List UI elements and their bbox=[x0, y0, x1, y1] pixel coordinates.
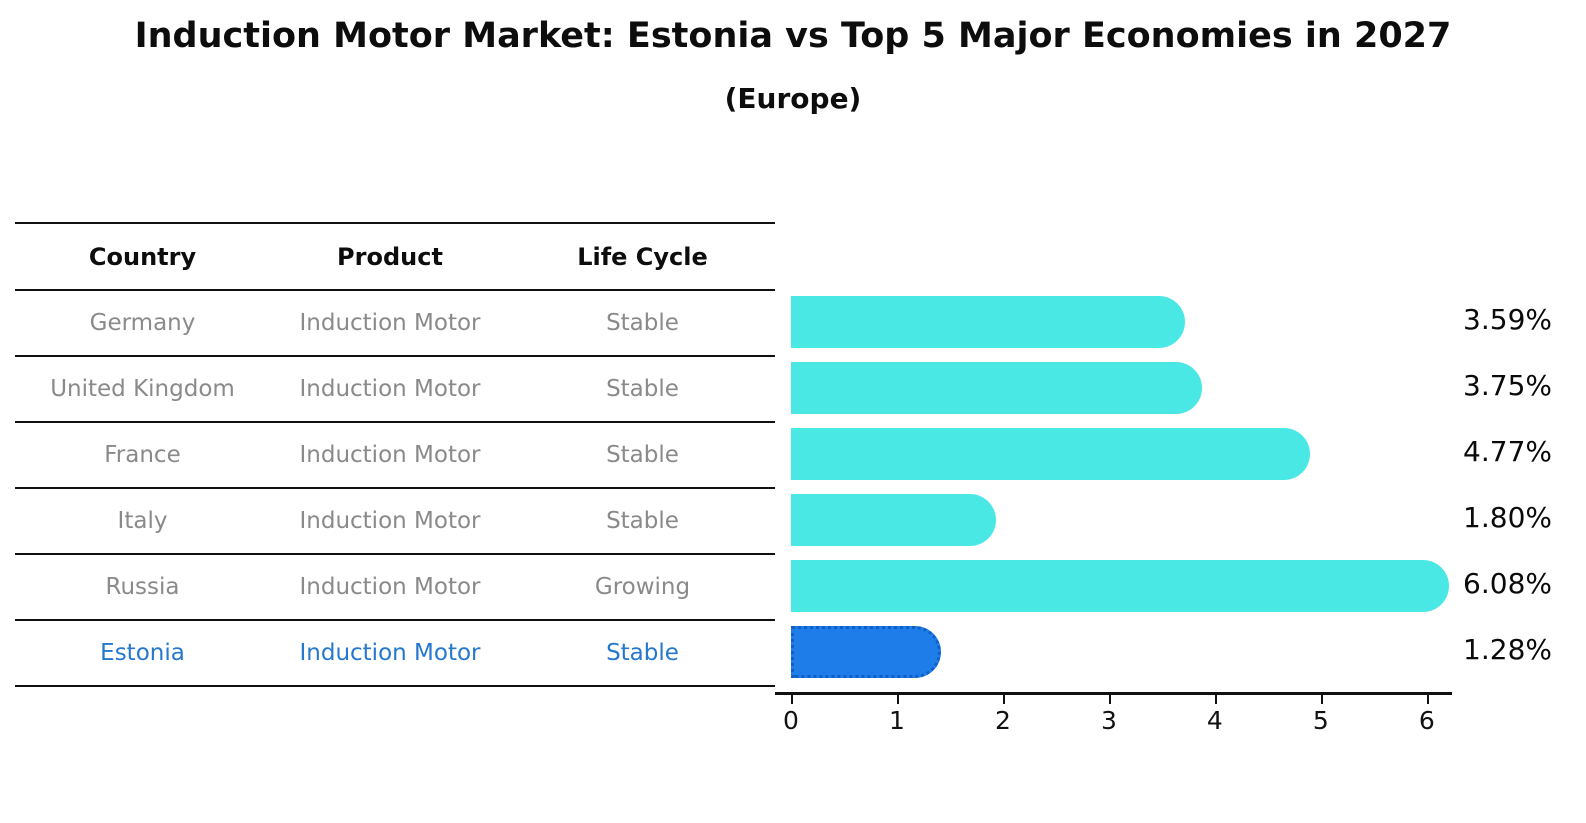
x-tick-label: 4 bbox=[1206, 706, 1223, 735]
header-life-cycle: Life Cycle bbox=[577, 242, 708, 271]
bar-france bbox=[791, 428, 1311, 480]
cell-country: United Kingdom bbox=[50, 376, 235, 402]
cell-life-cycle: Stable bbox=[606, 508, 679, 534]
x-tick-label: 3 bbox=[1100, 706, 1117, 735]
cell-country: Russia bbox=[105, 574, 180, 600]
table-rows: Germany Induction Motor Stable United Ki… bbox=[15, 291, 775, 687]
x-tick-mark bbox=[1214, 695, 1217, 704]
value-label: 4.77% bbox=[1463, 435, 1552, 468]
x-tick-label: 5 bbox=[1312, 706, 1329, 735]
cell-country: Italy bbox=[117, 508, 168, 534]
value-label: 3.59% bbox=[1463, 303, 1552, 336]
bar-united-kingdom bbox=[791, 362, 1203, 414]
cell-product: Induction Motor bbox=[299, 640, 481, 666]
x-tick-mark bbox=[1320, 695, 1323, 704]
cell-country: Estonia bbox=[100, 640, 185, 666]
table-row: United Kingdom Induction Motor Stable bbox=[15, 357, 775, 423]
x-axis-line bbox=[775, 692, 1452, 695]
table-row: Estonia Induction Motor Stable bbox=[15, 621, 775, 687]
x-tick-label: 1 bbox=[889, 706, 905, 735]
value-label: 1.28% bbox=[1463, 633, 1552, 666]
x-tick-label: 2 bbox=[994, 706, 1011, 735]
x-tick-label: 6 bbox=[1418, 706, 1435, 735]
x-tick-mark bbox=[1426, 695, 1429, 704]
value-label: 1.80% bbox=[1463, 501, 1552, 534]
x-tick-mark bbox=[1002, 695, 1005, 704]
table-row: Russia Induction Motor Growing bbox=[15, 555, 775, 621]
x-tick-mark bbox=[896, 695, 899, 704]
value-label: 6.08% bbox=[1463, 567, 1552, 600]
cell-product: Induction Motor bbox=[299, 508, 481, 534]
cell-product: Induction Motor bbox=[299, 574, 481, 600]
cell-life-cycle: Stable bbox=[606, 442, 679, 468]
x-tick-label: 0 bbox=[783, 706, 799, 735]
header-product: Product bbox=[337, 242, 443, 271]
table-row: Germany Induction Motor Stable bbox=[15, 291, 775, 357]
bar-germany bbox=[791, 296, 1186, 348]
bar-estonia bbox=[791, 626, 941, 678]
cell-product: Induction Motor bbox=[299, 376, 481, 402]
table-row: Italy Induction Motor Stable bbox=[15, 489, 775, 555]
cell-product: Induction Motor bbox=[299, 442, 481, 468]
cell-life-cycle: Stable bbox=[606, 640, 679, 666]
bar-plot-area bbox=[791, 289, 1450, 685]
cell-life-cycle: Stable bbox=[606, 376, 679, 402]
cell-life-cycle: Stable bbox=[606, 310, 679, 336]
country-table: Country Product Life Cycle Germany Induc… bbox=[15, 222, 775, 687]
value-label: 3.75% bbox=[1463, 369, 1552, 402]
bar-italy bbox=[791, 494, 996, 546]
chart-subtitle: (Europe) bbox=[724, 82, 862, 115]
table-header-row: Country Product Life Cycle bbox=[15, 224, 775, 291]
table-row: France Induction Motor Stable bbox=[15, 423, 775, 489]
x-tick-mark bbox=[1108, 695, 1111, 704]
chart-title: Induction Motor Market: Estonia vs Top 5… bbox=[134, 16, 1452, 56]
cell-product: Induction Motor bbox=[299, 310, 481, 336]
cell-life-cycle: Growing bbox=[594, 574, 691, 600]
bar-russia bbox=[791, 560, 1450, 612]
x-tick-mark bbox=[791, 695, 793, 704]
header-country: Country bbox=[88, 242, 197, 271]
cell-country: Germany bbox=[89, 310, 196, 336]
cell-country: France bbox=[104, 442, 181, 468]
